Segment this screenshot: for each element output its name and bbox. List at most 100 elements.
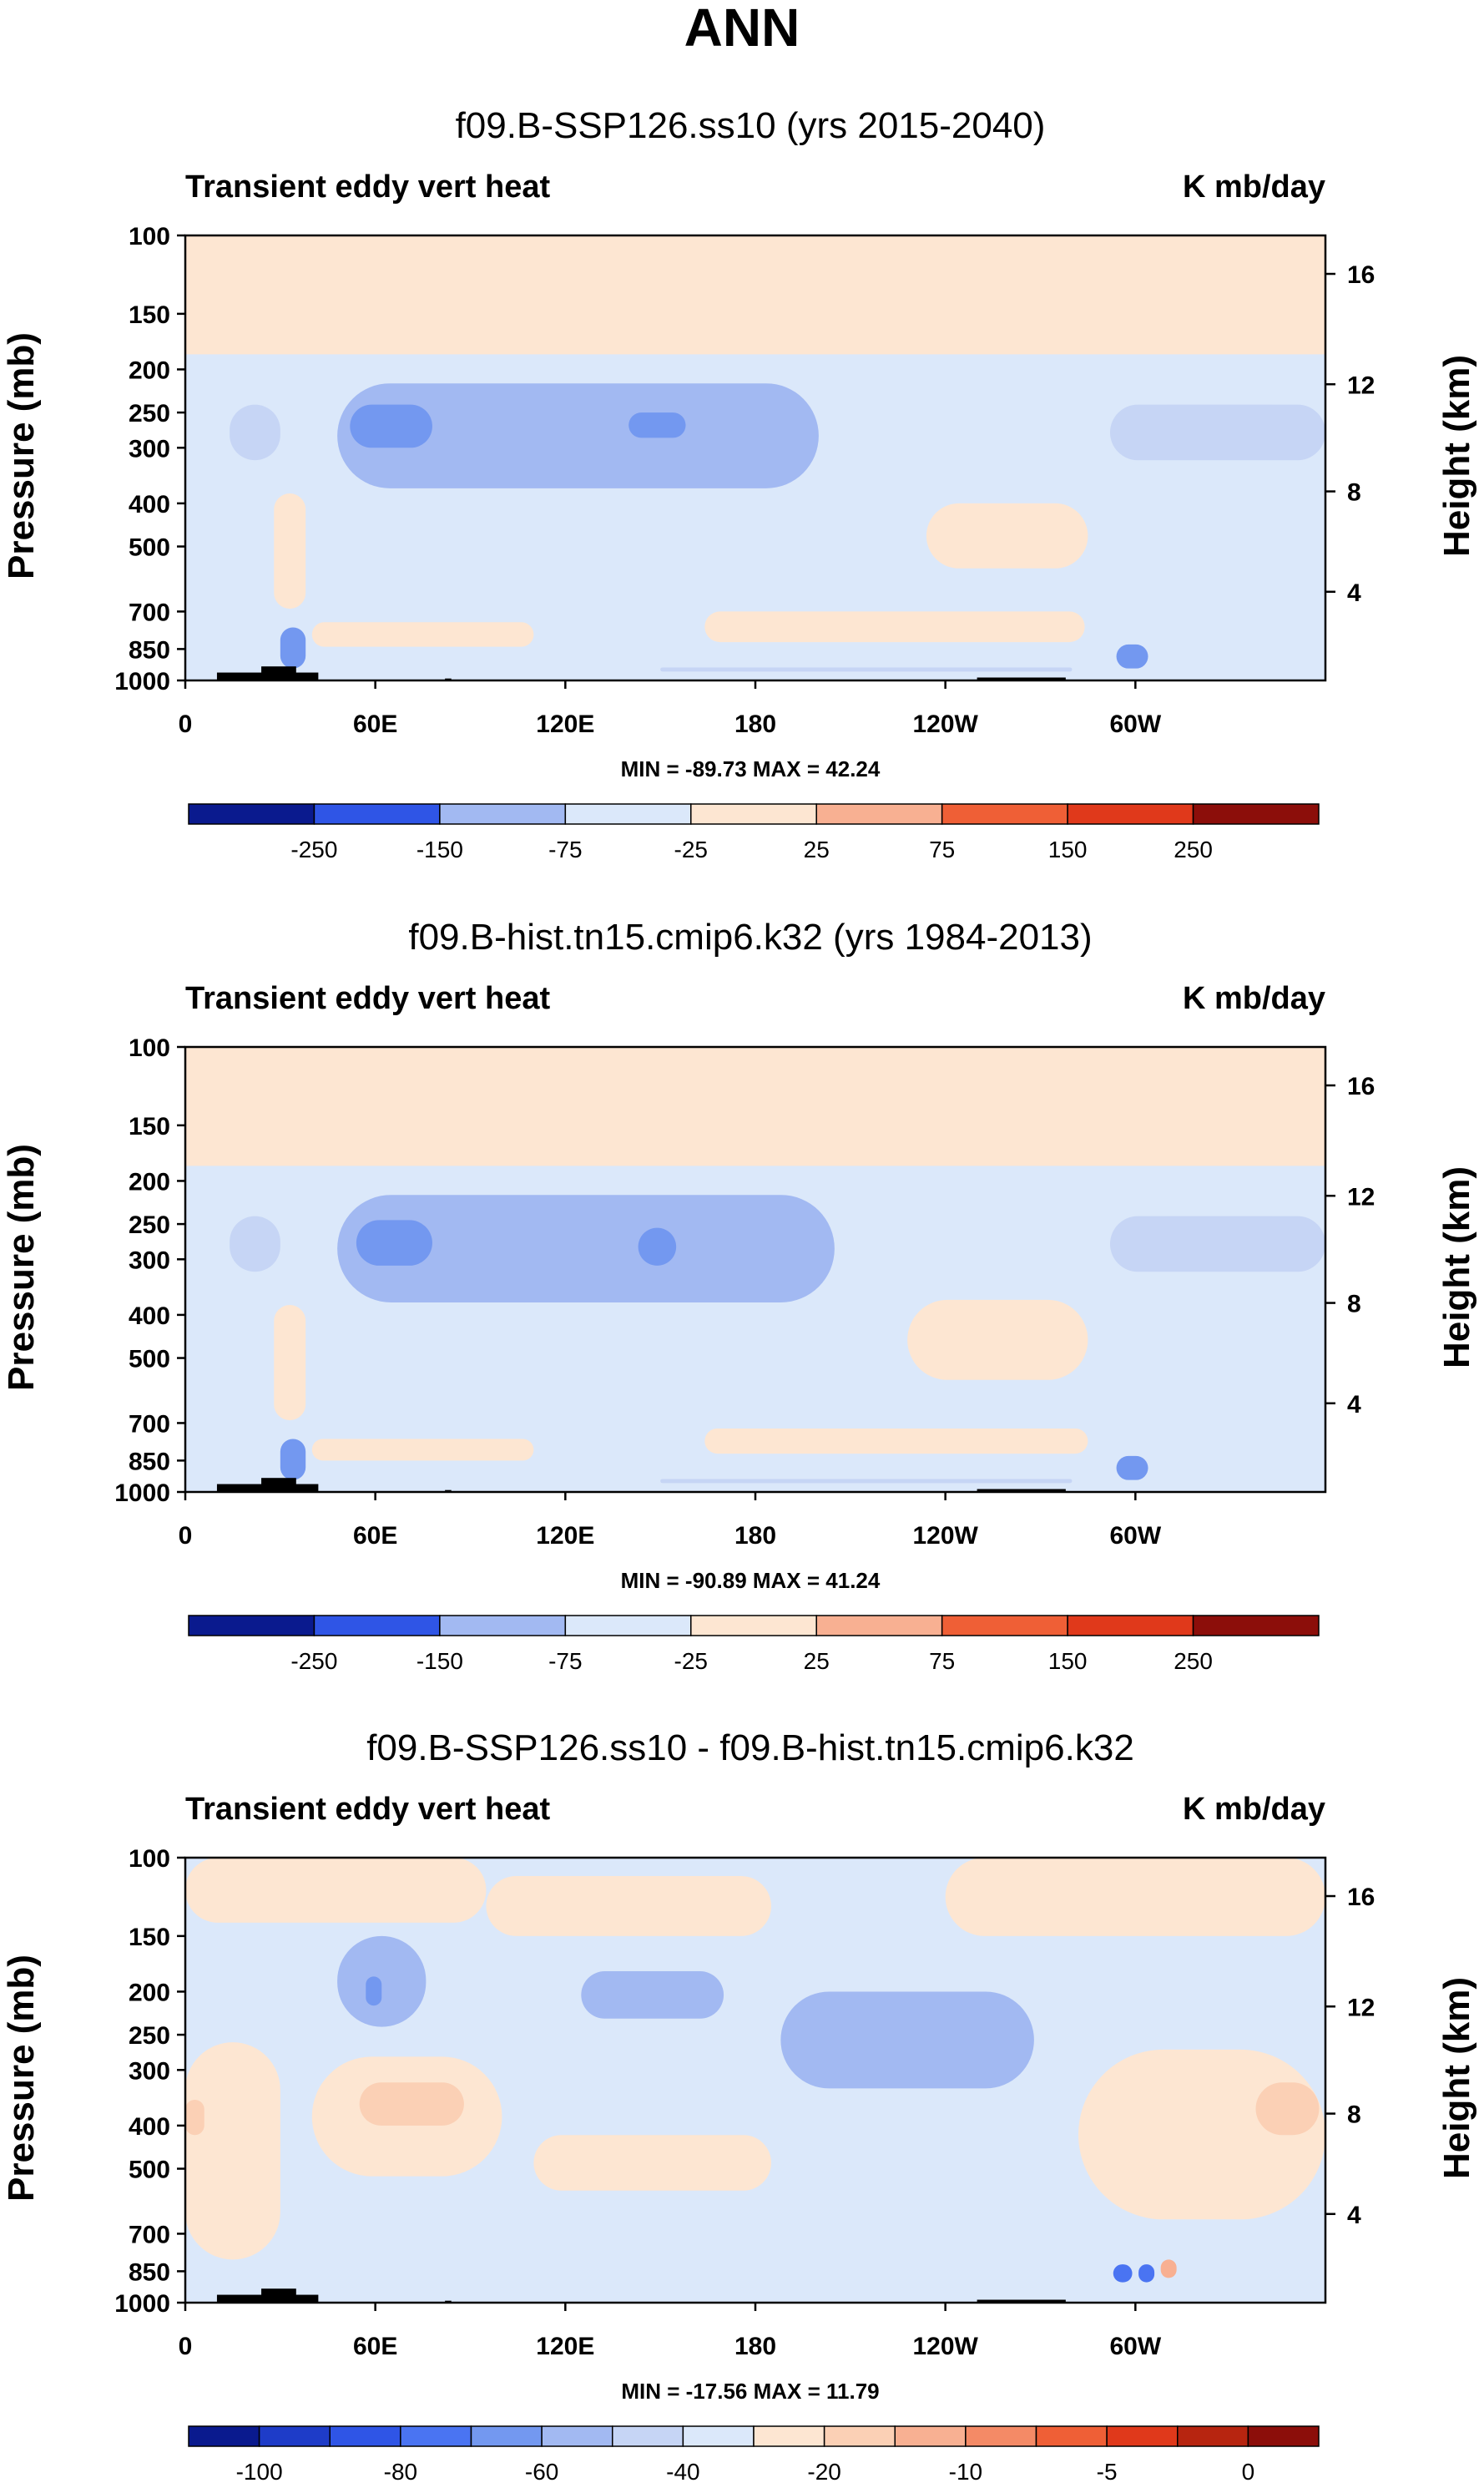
colorbar-label: -25 xyxy=(674,1648,708,1674)
contour-region xyxy=(533,2135,771,2191)
y-right-tick-label: 16 xyxy=(1347,1884,1375,1911)
min-max-label: MIN = -89.73 MAX = 42.24 xyxy=(621,756,881,781)
colorbar-swatch xyxy=(439,1615,567,1636)
x-tick-label: 120E xyxy=(536,711,594,738)
colorbar-swatch xyxy=(1067,1615,1194,1636)
contour-region xyxy=(185,2042,280,2260)
contour-region xyxy=(356,1220,432,1266)
x-tick-label: 60E xyxy=(353,1522,397,1550)
colorbar-label: 250 xyxy=(1174,837,1213,862)
y-right-tick-label: 12 xyxy=(1347,372,1375,399)
y-tick-label: 850 xyxy=(129,1448,170,1475)
y-right-tick-label: 4 xyxy=(1347,579,1361,607)
colorbar-label: -75 xyxy=(548,1648,582,1674)
colorbar-swatch xyxy=(894,2425,967,2447)
colorbar-label: -10 xyxy=(949,2459,982,2483)
contour-region xyxy=(337,383,819,488)
x-tick-label: 60W xyxy=(1109,1522,1161,1550)
contour-region xyxy=(185,2099,204,2136)
y-right-tick-label: 8 xyxy=(1347,2101,1361,2129)
contour-region xyxy=(704,611,1085,643)
y-axis-right-label: Height (km) xyxy=(1436,1166,1477,1368)
panel-3: f09.B-SSP126.ss10 - f09.B-hist.tn15.cmip… xyxy=(1,1727,1477,2483)
colorbar-label: 75 xyxy=(929,1648,955,1674)
colorbar-swatch xyxy=(612,2425,684,2447)
colorbar-label: 75 xyxy=(929,837,955,862)
min-max-label: MIN = -17.56 MAX = 11.79 xyxy=(621,2379,879,2404)
page-title: ANN xyxy=(684,0,800,58)
colorbar: -100 -80 -60 -40 -20 -10 -5 0 xyxy=(188,2425,1320,2483)
plot-area: 100 150 200 250 300 400 500 700 850 1000 4 8 12 16 0 60… xyxy=(114,1034,1375,1550)
panel-left-label: Transient eddy vert heat xyxy=(185,1792,550,1827)
x-tick-label: 60E xyxy=(353,2333,397,2360)
min-max-label: MIN = -90.89 MAX = 41.24 xyxy=(621,1568,881,1593)
y-tick-label: 250 xyxy=(129,2022,170,2050)
y-tick-label: 500 xyxy=(129,1346,170,1373)
y-tick-label: 300 xyxy=(129,2057,170,2085)
colorbar-swatch xyxy=(541,2425,613,2447)
x-tick-label: 180 xyxy=(734,2333,776,2360)
plot-area: 100 150 200 250 300 400 500 700 850 1000 4 8 12 16 0 60… xyxy=(114,223,1375,738)
y-tick-label: 300 xyxy=(129,435,170,463)
colorbar-swatch xyxy=(188,2425,260,2447)
y-tick-label: 500 xyxy=(129,2157,170,2184)
y-tick-label: 700 xyxy=(129,1410,170,1438)
y-tick-label: 400 xyxy=(129,1302,170,1330)
contour-region xyxy=(337,1935,427,2027)
y-axis-label: Pressure (mb) xyxy=(1,332,42,579)
y-tick-label: 250 xyxy=(129,1211,170,1239)
y-tick-label: 700 xyxy=(129,2221,170,2248)
contour-region xyxy=(907,1299,1088,1380)
y-tick-label: 200 xyxy=(129,357,170,384)
colorbar-swatch xyxy=(690,803,817,825)
colorbar-swatch xyxy=(753,2425,825,2447)
x-tick-label: 60W xyxy=(1109,2333,1161,2360)
y-axis-right-label: Height (km) xyxy=(1436,1977,1477,2179)
y-tick-label: 200 xyxy=(129,1168,170,1196)
colorbar-swatch xyxy=(1192,803,1320,825)
colorbar-swatch xyxy=(823,2425,896,2447)
contour-region xyxy=(1116,1455,1148,1480)
terrain xyxy=(261,666,296,680)
contour-region xyxy=(486,1876,771,1936)
contour-region xyxy=(660,1479,1073,1484)
contour-region xyxy=(230,404,280,461)
contour-region xyxy=(704,1428,1088,1454)
colorbar-swatch xyxy=(941,803,1068,825)
x-tick-label: 0 xyxy=(179,2333,193,2360)
colorbar-label: -5 xyxy=(1097,2459,1118,2483)
contour-region xyxy=(280,1439,306,1480)
y-tick-label: 400 xyxy=(129,2113,170,2141)
colorbar-label: -25 xyxy=(674,837,708,862)
y-tick-label: 200 xyxy=(129,1979,170,2006)
colorbar-swatch xyxy=(1192,1615,1320,1636)
y-tick-label: 700 xyxy=(129,599,170,626)
contour-region xyxy=(274,493,306,609)
y-tick-label: 1000 xyxy=(114,1479,170,1507)
contour-region xyxy=(337,1195,835,1302)
colorbar: -250 -150 -75 -25 25 75 150 250 xyxy=(188,803,1320,862)
x-tick-label: 180 xyxy=(734,1522,776,1550)
panel-title: f09.B-hist.tn15.cmip6.k32 (yrs 1984-2013… xyxy=(408,917,1092,958)
colorbar-label: -20 xyxy=(807,2459,840,2483)
colorbar-label: -75 xyxy=(548,837,582,862)
y-tick-label: 150 xyxy=(129,1113,170,1140)
contour-region xyxy=(185,1858,487,1923)
y-right-tick-label: 16 xyxy=(1347,1073,1375,1100)
x-tick-label: 120W xyxy=(912,711,978,738)
contour-region xyxy=(280,627,306,669)
colorbar-swatch xyxy=(329,2425,401,2447)
panel-2: f09.B-hist.tn15.cmip6.k32 (yrs 1984-2013… xyxy=(1,917,1477,1674)
y-tick-label: 400 xyxy=(129,491,170,518)
contour-region xyxy=(1113,2264,1133,2283)
y-tick-label: 500 xyxy=(129,534,170,562)
colorbar-swatch xyxy=(564,1615,692,1636)
y-right-tick-label: 8 xyxy=(1347,1291,1361,1318)
x-tick-label: 120W xyxy=(912,1522,978,1550)
colorbar-label: -150 xyxy=(416,837,463,862)
y-axis-label: Pressure (mb) xyxy=(1,1144,42,1391)
colorbar-label: -60 xyxy=(525,2459,558,2483)
x-tick-label: 0 xyxy=(179,1522,193,1550)
contour-region xyxy=(1109,404,1325,461)
